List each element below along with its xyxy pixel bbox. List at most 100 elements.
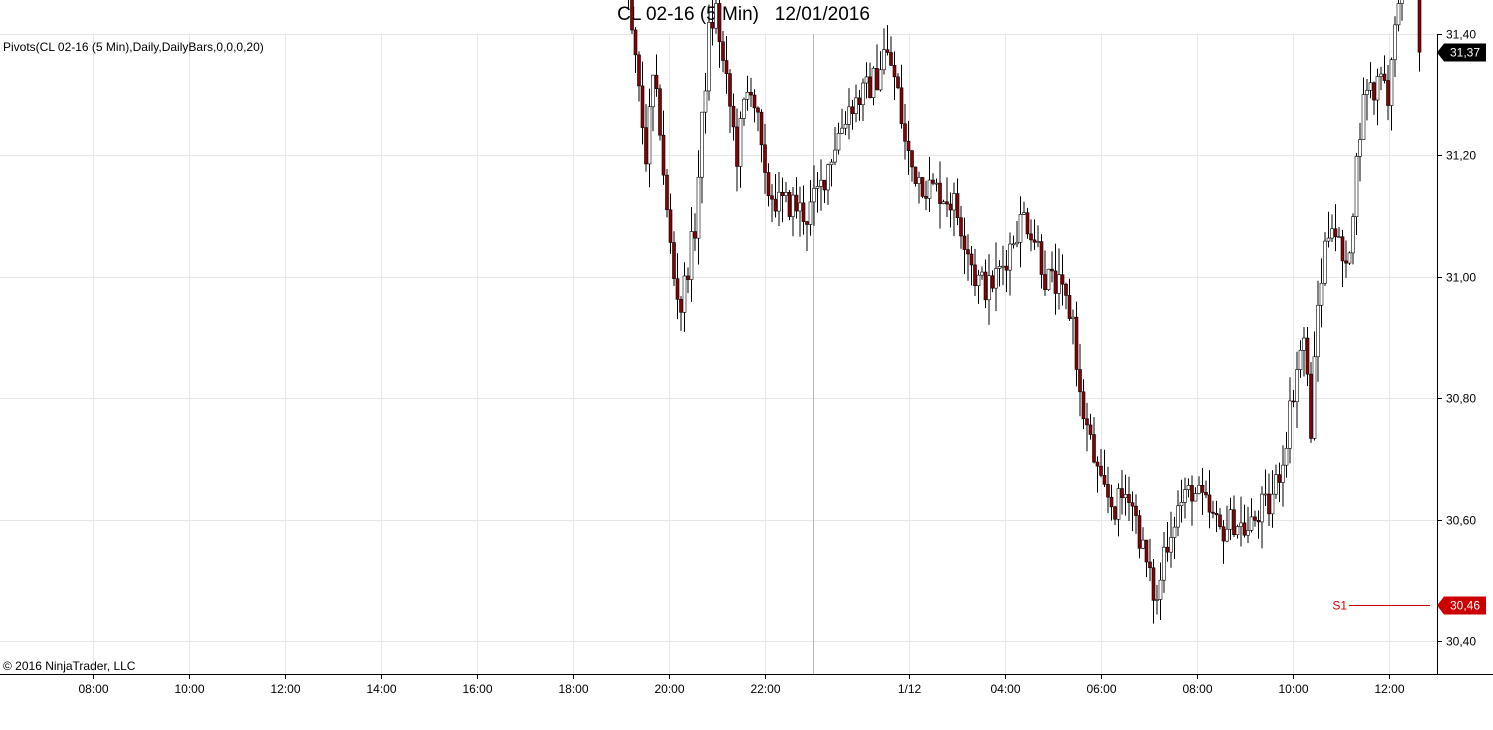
candle-body [1113, 506, 1117, 520]
candle [920, 177, 925, 199]
candlestick-series [628, 0, 1422, 624]
candle-body [1361, 94, 1366, 140]
candle-body [791, 194, 795, 217]
candle [952, 182, 956, 237]
candle [840, 108, 844, 135]
candle [1085, 402, 1089, 452]
candle-body [714, 3, 718, 29]
candle [1326, 211, 1331, 248]
candle [1134, 494, 1138, 534]
candle [696, 150, 701, 265]
candle [987, 254, 991, 325]
candle [1239, 496, 1243, 547]
candle [654, 54, 659, 97]
candle [1351, 213, 1355, 265]
candle-body [721, 41, 725, 61]
candle-body [833, 149, 837, 163]
candle-body [1389, 59, 1394, 106]
candle-body [822, 179, 827, 191]
y-tick-label: 30,40 [1446, 635, 1476, 649]
candle-body [665, 174, 669, 211]
candle-body [1067, 295, 1072, 319]
candle-body [1001, 265, 1005, 268]
candle-body [920, 177, 925, 197]
candle [962, 217, 967, 275]
candle [812, 165, 816, 226]
candle [857, 89, 862, 121]
candle-body [885, 49, 890, 53]
candle-body [1008, 243, 1012, 271]
candle [938, 161, 942, 229]
candle [801, 185, 806, 235]
pivot-badge-s1: 30,46 [1437, 596, 1486, 615]
candle [927, 156, 932, 212]
candle-body [651, 74, 655, 108]
candle-body [1274, 474, 1278, 495]
candle [658, 84, 662, 141]
candle [1151, 558, 1156, 624]
candle [710, 0, 715, 46]
candle-body [980, 271, 984, 276]
candle [847, 88, 851, 140]
candle [899, 64, 904, 129]
candle-body [941, 201, 946, 204]
candle [1043, 250, 1047, 296]
candle [1039, 234, 1044, 289]
candle-body [896, 76, 900, 89]
candle-body [696, 176, 701, 239]
candle [1102, 449, 1107, 488]
candle [1050, 251, 1054, 283]
candle [640, 61, 645, 145]
candle-body [693, 231, 697, 239]
candle [864, 62, 869, 99]
candle [948, 192, 953, 228]
candle-body [1368, 82, 1373, 91]
candle [983, 259, 988, 309]
candle-body [906, 140, 911, 152]
candle [766, 163, 771, 207]
candle [980, 266, 984, 280]
candle [1011, 235, 1016, 249]
candle-body [843, 124, 848, 129]
candle-body [658, 88, 662, 136]
candle-body [794, 194, 799, 212]
candle [836, 122, 841, 155]
candle-body [983, 271, 988, 301]
candle [728, 69, 732, 133]
candle-body [1064, 283, 1068, 296]
candle [749, 77, 753, 108]
candle [1078, 343, 1082, 417]
candle-body [749, 91, 753, 96]
candle [1060, 254, 1065, 306]
candle-body [1281, 464, 1285, 483]
candle [780, 177, 785, 223]
candle-body [735, 126, 739, 167]
candle-body [637, 54, 641, 87]
candle [945, 177, 949, 218]
candle-body [927, 179, 932, 199]
candle [1053, 243, 1058, 315]
candle [1228, 497, 1233, 541]
candle-body [1116, 488, 1121, 520]
candle [875, 44, 879, 91]
candle-body [1330, 228, 1334, 239]
candle-body [1396, 3, 1401, 26]
candle [752, 89, 757, 123]
candle [700, 111, 704, 204]
candle [791, 187, 795, 237]
candle-body [633, 29, 638, 56]
candle-body [1109, 496, 1114, 508]
candle-body [878, 69, 883, 91]
candle-body [1183, 489, 1187, 503]
y-tick-label: 31,00 [1446, 271, 1476, 285]
candle-body [1347, 252, 1352, 264]
candle-body [875, 68, 879, 91]
candle-body [913, 166, 918, 184]
candle [994, 242, 998, 312]
candle [777, 171, 781, 226]
candle-body [1372, 82, 1376, 101]
x-tick-label: 18:00 [558, 682, 588, 696]
candle-body [857, 97, 862, 105]
candle [1197, 476, 1201, 495]
